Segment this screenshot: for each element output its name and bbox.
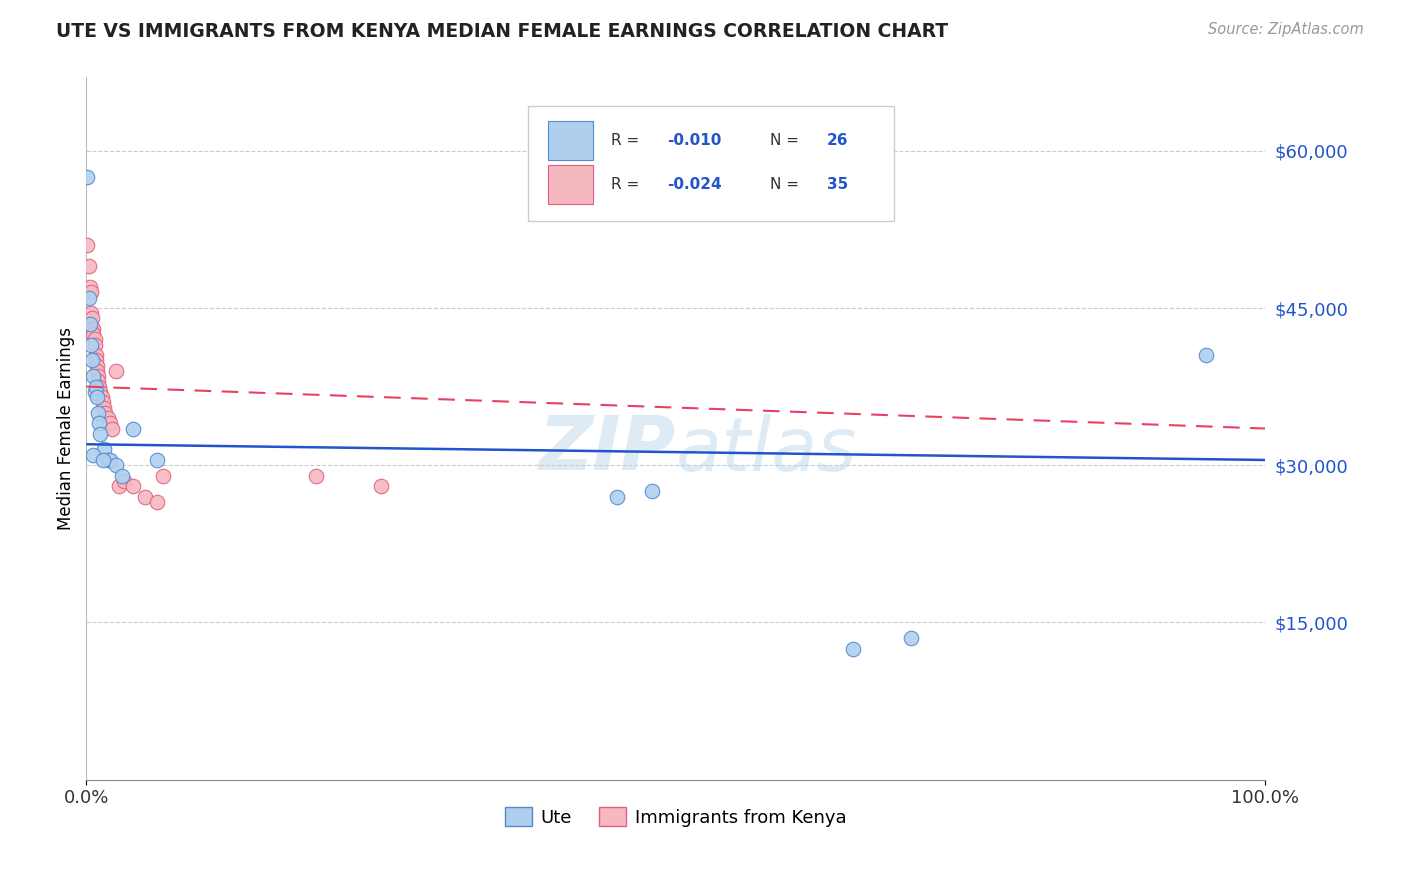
Text: N =: N = [770, 177, 804, 192]
Point [80, 285, 103, 300]
Point [98, 417, 121, 431]
Point [152, 468, 174, 483]
Point [841, 641, 863, 656]
Text: -0.010: -0.010 [668, 133, 721, 148]
Y-axis label: Median Female Earnings: Median Female Earnings [58, 327, 75, 530]
Point [89, 426, 111, 441]
Point [86, 390, 108, 404]
Text: Source: ZipAtlas.com: Source: ZipAtlas.com [1208, 22, 1364, 37]
Point [84, 348, 107, 362]
Point [96, 453, 118, 467]
Point [89, 417, 111, 431]
Point [641, 484, 664, 499]
Point [146, 453, 169, 467]
Point [112, 474, 135, 488]
Point [82, 322, 104, 336]
Point [900, 631, 922, 645]
Point [76, 238, 98, 252]
Point [82, 311, 104, 326]
Point [79, 317, 101, 331]
Point [94, 406, 117, 420]
FancyBboxPatch shape [548, 165, 593, 204]
FancyBboxPatch shape [529, 105, 894, 221]
Point [80, 337, 103, 351]
Point [83, 333, 105, 347]
Point [91, 395, 114, 409]
Point [101, 421, 124, 435]
Point [86, 364, 108, 378]
FancyBboxPatch shape [548, 121, 593, 160]
Point [606, 490, 628, 504]
Text: N =: N = [770, 133, 804, 148]
Point [305, 468, 328, 483]
Point [1195, 348, 1218, 362]
Point [93, 401, 115, 415]
Point [87, 375, 110, 389]
Point [82, 448, 104, 462]
Point [98, 453, 121, 467]
Point [82, 369, 104, 384]
Point [111, 468, 134, 483]
Text: R =: R = [610, 177, 644, 192]
Point [82, 327, 104, 342]
Point [82, 322, 104, 336]
Text: R =: R = [610, 133, 644, 148]
Point [77, 259, 100, 273]
Text: ZIP: ZIP [538, 413, 676, 486]
Point [108, 479, 131, 493]
Point [83, 337, 105, 351]
Point [87, 369, 110, 384]
Point [370, 479, 392, 493]
Point [134, 490, 156, 504]
Point [87, 406, 110, 420]
Text: UTE VS IMMIGRANTS FROM KENYA MEDIAN FEMALE EARNINGS CORRELATION CHART: UTE VS IMMIGRANTS FROM KENYA MEDIAN FEMA… [56, 22, 949, 41]
Point [93, 442, 115, 457]
Point [122, 421, 145, 435]
Point [91, 453, 114, 467]
Text: 35: 35 [827, 177, 848, 192]
Legend: Ute, Immigrants from Kenya: Ute, Immigrants from Kenya [498, 800, 853, 834]
Point [79, 280, 101, 294]
Point [84, 379, 107, 393]
Text: atlas: atlas [676, 414, 858, 485]
Point [122, 479, 145, 493]
Point [89, 384, 111, 399]
Point [96, 411, 118, 425]
Point [84, 353, 107, 368]
Text: -0.024: -0.024 [668, 177, 723, 192]
Point [77, 291, 100, 305]
Point [82, 353, 104, 368]
Point [80, 306, 103, 320]
Point [83, 384, 105, 399]
Point [76, 169, 98, 184]
Point [90, 390, 112, 404]
Point [104, 364, 127, 378]
Point [89, 379, 111, 393]
Point [146, 495, 169, 509]
Point [86, 359, 108, 373]
Text: 26: 26 [827, 133, 848, 148]
Point [104, 458, 127, 473]
